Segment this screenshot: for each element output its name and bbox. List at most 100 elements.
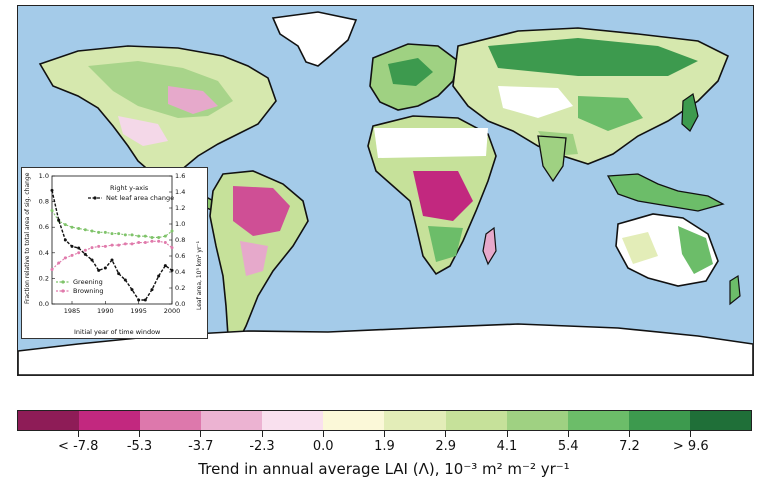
y2-tick-label: 1.0 <box>175 220 185 228</box>
colorbar-tick <box>322 431 324 437</box>
colorbar-tick <box>629 431 630 437</box>
colorbar-ticks <box>17 431 752 439</box>
colorbar-tick-label: 4.1 <box>496 439 518 454</box>
colorbar-segment-7 <box>445 411 507 430</box>
legend-label: Browning <box>73 287 103 295</box>
data-point-net-leaf-area-change <box>130 288 134 292</box>
y2-tick-label: 0.4 <box>175 268 185 276</box>
legend-label: Greening <box>73 278 103 286</box>
data-point-greening <box>170 229 174 233</box>
colorbar-tick <box>77 431 79 437</box>
data-point-greening <box>90 229 94 233</box>
colorbar-tick-label: > 9.6 <box>672 439 709 454</box>
data-point-net-leaf-area-change <box>110 258 114 262</box>
data-point-greening <box>157 235 161 239</box>
data-point-net-leaf-area-change <box>150 288 154 292</box>
data-point-net-leaf-area-change <box>163 264 167 268</box>
colorbar-segment-1 <box>79 411 141 430</box>
data-point-browning <box>63 256 67 260</box>
data-point-net-leaf-area-change <box>170 268 174 272</box>
y2-tick-label: 0.6 <box>175 252 185 260</box>
y-axis-label: Fraction relative to total area of sig. … <box>24 172 31 304</box>
data-point-browning <box>97 244 101 248</box>
x-tick-label: 1995 <box>130 307 147 315</box>
data-point-browning <box>90 246 94 250</box>
y2-tick-label: 1.4 <box>175 188 185 196</box>
india <box>537 135 567 183</box>
colorbar-tick-label: -5.3 <box>126 439 153 454</box>
data-point-browning <box>143 241 147 245</box>
japan <box>681 92 699 132</box>
data-point-net-leaf-area-change <box>83 252 87 256</box>
colorbar-tick <box>139 431 140 437</box>
data-point-browning <box>163 241 167 245</box>
colorbar-tick <box>567 431 569 437</box>
data-point-net-leaf-area-change <box>63 238 67 242</box>
data-point-browning <box>110 243 114 247</box>
colorbar-tick <box>200 431 202 437</box>
y-tick-label: 0.6 <box>39 223 49 231</box>
data-point-browning <box>57 261 61 265</box>
colorbar-tick-label: 1.9 <box>374 439 395 454</box>
new-zealand <box>729 274 741 306</box>
data-point-greening <box>117 232 121 236</box>
data-point-net-leaf-area-change <box>103 266 107 270</box>
y-tick-label: 0.2 <box>39 274 49 282</box>
data-point-greening <box>163 234 167 238</box>
legend-marker <box>61 289 65 293</box>
data-point-greening <box>70 225 74 229</box>
y2-tick-label: 1.2 <box>175 204 185 212</box>
y2-tick-label: 1.6 <box>175 172 185 180</box>
y-tick-label: 1.0 <box>39 172 49 180</box>
colorbar-tick <box>261 431 263 437</box>
data-point-greening <box>130 233 134 237</box>
data-point-greening <box>110 232 114 236</box>
colorbar-segment-2 <box>140 411 202 430</box>
data-point-browning <box>83 248 87 252</box>
data-point-greening <box>77 226 81 230</box>
data-point-greening <box>150 235 154 239</box>
colorbar-tick-label: 5.4 <box>557 439 579 454</box>
data-point-net-leaf-area-change <box>77 246 81 250</box>
data-point-net-leaf-area-change <box>90 258 94 262</box>
data-point-net-leaf-area-change <box>117 272 121 276</box>
data-point-browning <box>103 244 107 248</box>
y2-axis-label: Leaf area, 10⁵ km² yr⁻¹ <box>196 240 203 310</box>
data-point-browning <box>77 251 81 255</box>
right-axis-note: Right y-axis <box>110 184 149 192</box>
data-point-browning <box>123 242 127 246</box>
data-point-greening <box>103 230 107 234</box>
data-point-greening <box>137 234 141 238</box>
y2-tick-label: 0.0 <box>175 300 185 308</box>
data-point-browning <box>157 239 161 243</box>
data-point-greening <box>83 228 87 232</box>
data-point-net-leaf-area-change <box>123 278 127 282</box>
data-point-net-leaf-area-change <box>57 218 61 222</box>
x-tick-label: 2000 <box>164 307 181 315</box>
x-tick-label: 1990 <box>97 307 114 315</box>
legend-marker <box>61 280 65 284</box>
colorbar-segment-0 <box>18 411 80 430</box>
data-point-browning <box>137 241 141 245</box>
data-point-browning <box>117 243 121 247</box>
data-point-net-leaf-area-change <box>157 274 161 278</box>
y-tick-label: 0.0 <box>39 300 49 308</box>
colorbar-tick-label: -3.7 <box>188 439 214 454</box>
colorbar-segment-4 <box>262 411 324 430</box>
madagascar <box>482 226 497 266</box>
colorbar-tick <box>384 431 385 437</box>
data-point-browning <box>130 242 134 246</box>
map-landmasses <box>18 11 753 375</box>
x-axis-label: Initial year of time window <box>74 328 161 336</box>
world-map: 0.0 0.2 0.4 0.6 0.8 1.0 0.0 0.2 0.4 0.6 0.8 1.0 1.2 1… <box>17 5 754 376</box>
inset-chart: 0.0 0.2 0.4 0.6 0.8 1.0 0.0 0.2 0.4 0.6 0.8 1.0 1.2 1… <box>21 167 208 339</box>
data-point-greening <box>143 234 147 238</box>
data-point-browning <box>150 239 154 243</box>
data-point-greening <box>123 233 127 237</box>
data-point-net-leaf-area-change <box>50 188 54 192</box>
se-asia-islands <box>606 173 725 212</box>
colorbar-tick-label: < -7.8 <box>58 439 99 454</box>
colorbar-tick-label: 7.2 <box>619 439 640 454</box>
y-tick-label: 0.4 <box>39 249 49 257</box>
colorbar-segment-6 <box>384 411 446 430</box>
